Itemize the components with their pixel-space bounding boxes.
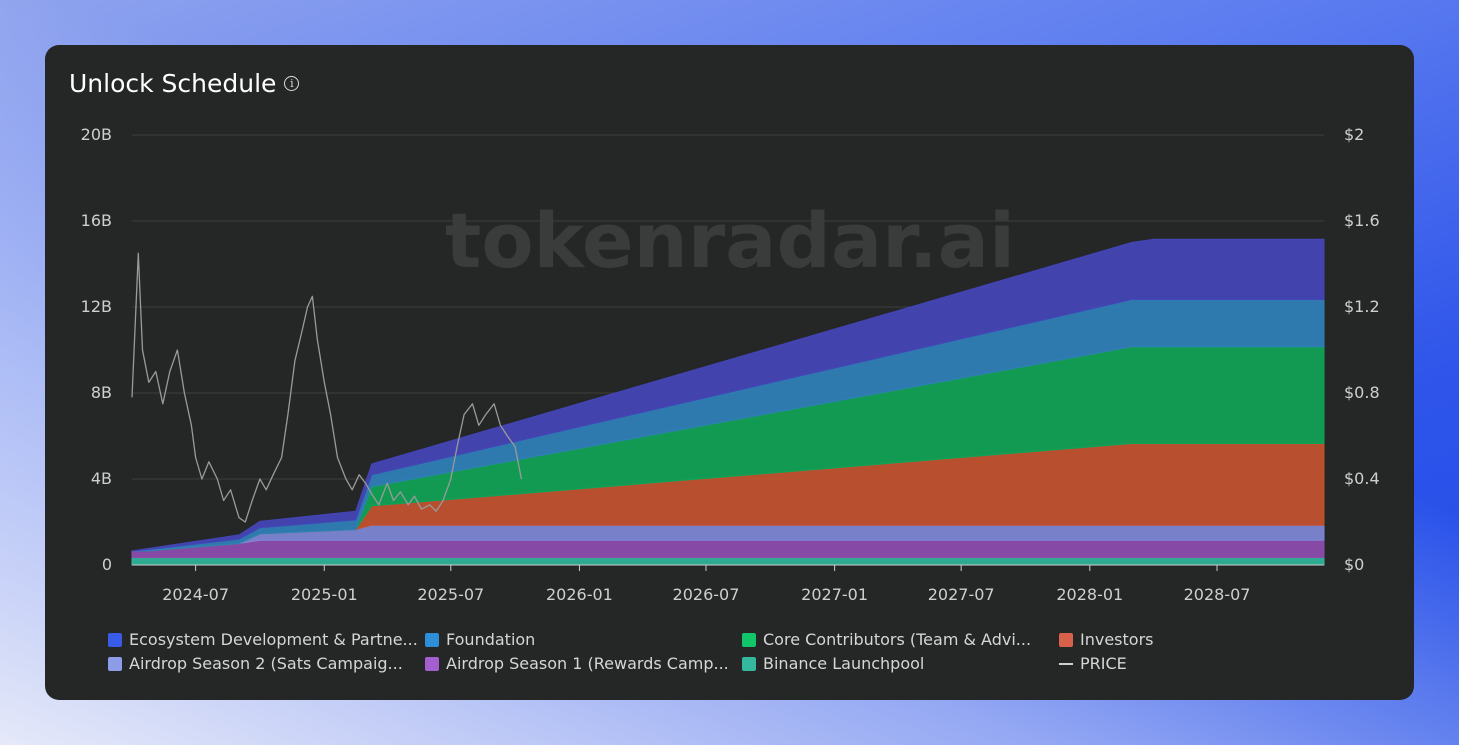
y-tick-label-right: $0.8 xyxy=(1344,383,1380,402)
legend-item[interactable]: Investors xyxy=(1059,630,1299,649)
legend-label: Ecosystem Development & Partne... xyxy=(129,630,418,649)
legend-swatch xyxy=(742,656,756,671)
y-tick-label-right: $2 xyxy=(1344,125,1364,144)
x-tick-label: 2027-01 xyxy=(801,585,868,604)
legend-item[interactable]: Ecosystem Development & Partne... xyxy=(108,630,425,649)
x-tick-label: 2025-01 xyxy=(291,585,358,604)
y-tick-label-left: 12B xyxy=(81,297,112,316)
x-tick-label: 2026-01 xyxy=(546,585,613,604)
legend-swatch xyxy=(108,632,122,647)
y-tick-label-left: 0 xyxy=(102,555,112,574)
legend-label: Core Contributors (Team & Advi... xyxy=(763,630,1032,649)
legend-label: Binance Launchpool xyxy=(763,654,925,673)
card-title: Unlock Schedule xyxy=(69,69,277,98)
legend-item[interactable]: Foundation xyxy=(425,630,742,649)
y-tick-label-right: $0 xyxy=(1344,555,1364,574)
legend-label: Foundation xyxy=(446,630,536,649)
y-tick-label-left: 20B xyxy=(81,125,112,144)
legend-label: PRICE xyxy=(1080,654,1127,673)
watermark: tokenradar.ai xyxy=(445,196,1015,285)
x-tick-label: 2028-01 xyxy=(1056,585,1123,604)
legend-label: Airdrop Season 1 (Rewards Camp... xyxy=(446,654,729,673)
legend-item[interactable]: PRICE xyxy=(1059,654,1299,673)
legend-label: Investors xyxy=(1080,630,1154,649)
area-series xyxy=(131,539,1325,558)
y-tick-label-left: 16B xyxy=(81,211,112,230)
y-tick-label-left: 4B xyxy=(91,469,112,488)
x-tick-label: 2027-07 xyxy=(928,585,995,604)
unlock-schedule-card: Unlock Schedule i 0 $0 4B $0.4 8B $0.8 12B $1.2… xyxy=(45,45,1414,700)
info-icon[interactable]: i xyxy=(284,76,300,91)
x-tick-label: 2026-07 xyxy=(673,585,740,604)
unlock-chart: 0 $0 4B $0.4 8B $0.8 12B $1.2 16B $1.6 20B $2 tokenr… xyxy=(81,125,1380,604)
legend-swatch xyxy=(425,632,439,647)
x-tick-label: 2028-07 xyxy=(1184,585,1251,604)
legend-label: Airdrop Season 2 (Sats Campaig... xyxy=(129,654,403,673)
area-series xyxy=(131,238,1325,552)
price-line xyxy=(131,252,523,523)
y-tick-label-right: $1.6 xyxy=(1344,211,1380,230)
card-title-row: Unlock Schedule i xyxy=(69,69,300,98)
legend-item[interactable]: Airdrop Season 2 (Sats Campaig... xyxy=(108,654,425,673)
x-tick-label: 2025-07 xyxy=(417,585,484,604)
y-tick-label-left: 8B xyxy=(91,383,112,402)
x-tick-label: 2024-07 xyxy=(162,585,229,604)
legend-swatch xyxy=(108,656,122,671)
legend-swatch xyxy=(1059,662,1073,665)
legend-item[interactable]: Core Contributors (Team & Advi... xyxy=(742,630,1059,649)
y-tick-label-right: $1.2 xyxy=(1344,297,1380,316)
legend-swatch xyxy=(742,632,756,647)
area-series xyxy=(131,557,1325,566)
legend-swatch xyxy=(425,656,439,671)
legend-swatch xyxy=(1059,632,1073,647)
legend-item[interactable]: Airdrop Season 1 (Rewards Camp... xyxy=(425,654,742,673)
chart-legend: Ecosystem Development & Partne... Foundat… xyxy=(108,630,1308,673)
legend-item[interactable]: Binance Launchpool xyxy=(742,654,1059,673)
y-tick-label-right: $0.4 xyxy=(1344,469,1380,488)
